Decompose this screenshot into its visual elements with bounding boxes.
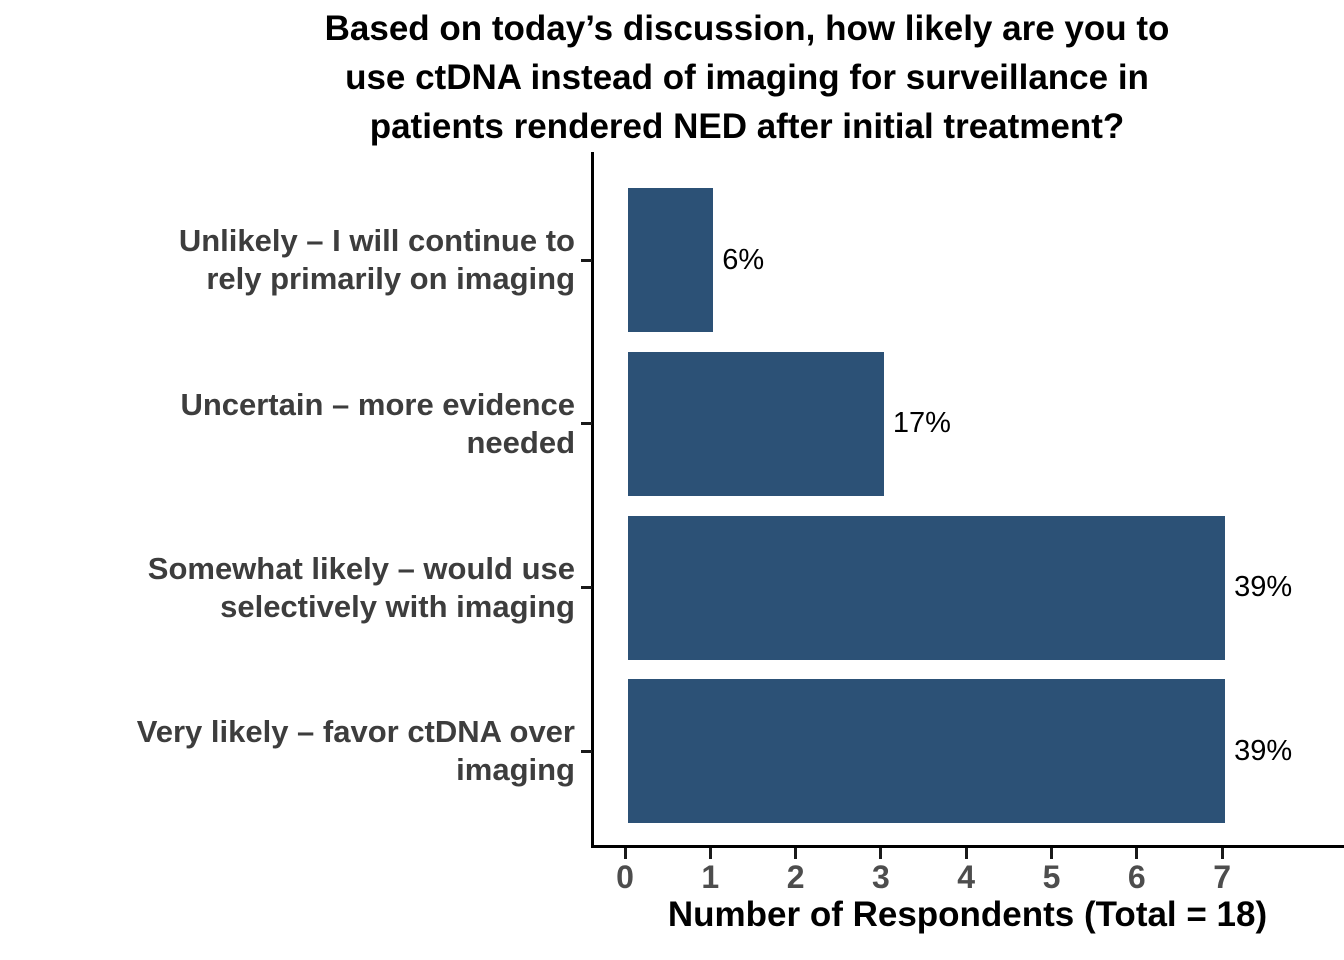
x-tick-label: 1 bbox=[701, 859, 720, 895]
x-axis-label: Number of Respondents (Total = 18) bbox=[667, 895, 1268, 934]
x-axis-tick bbox=[623, 848, 627, 859]
category-label-line: Somewhat likely – would use bbox=[147, 550, 575, 586]
category-label-line: imaging bbox=[456, 752, 575, 788]
x-tick-label: 0 bbox=[616, 859, 634, 895]
x-axis-tick bbox=[794, 848, 798, 859]
bar-somewhat-likely bbox=[628, 515, 1226, 660]
category-label-line: Unlikely – I will continue to bbox=[178, 223, 575, 258]
x-tick-label: 2 bbox=[786, 859, 805, 895]
category-label-line: rely primarily on imaging bbox=[206, 261, 575, 296]
x-axis-tick bbox=[708, 848, 712, 859]
chart-title-line: patients rendered NED after initial trea… bbox=[369, 107, 1125, 146]
bar-value-label: 39% bbox=[1234, 734, 1293, 767]
x-axis-tick bbox=[964, 848, 968, 859]
x-tick-label: 6 bbox=[1127, 859, 1146, 895]
x-tick-label: 4 bbox=[957, 859, 976, 895]
y-axis-tick bbox=[581, 749, 592, 753]
category-label-line: needed bbox=[466, 424, 575, 460]
bar-value-label: 6% bbox=[722, 243, 765, 276]
bar-unlikely bbox=[628, 188, 714, 332]
x-axis-tick bbox=[1135, 848, 1139, 859]
category-label-unlikely: Unlikely – I will continue to rely prima… bbox=[15, 222, 575, 298]
y-axis-tick bbox=[581, 422, 592, 426]
y-axis-tick bbox=[581, 258, 592, 262]
category-label-line: Very likely – favor ctDNA over bbox=[136, 714, 575, 750]
bar-uncertain bbox=[628, 351, 884, 496]
x-tick-label: 3 bbox=[871, 859, 890, 895]
category-label-line: Uncertain – more evidence bbox=[180, 386, 575, 422]
category-label-very-likely: Very likely – favor ctDNA over imaging bbox=[15, 713, 575, 789]
category-label-line: selectively with imaging bbox=[220, 588, 575, 624]
x-axis-tick bbox=[1220, 848, 1224, 859]
y-axis-tick bbox=[581, 586, 592, 590]
bar-value-label: 39% bbox=[1234, 571, 1293, 604]
x-tick-label: 5 bbox=[1042, 859, 1061, 895]
chart-title-line: Based on today’s discussion, how likely … bbox=[324, 9, 1170, 48]
chart-title: Based on today’s discussion, how likely … bbox=[150, 4, 1344, 151]
category-label-uncertain: Uncertain – more evidence needed bbox=[15, 386, 575, 462]
plot-panel: 6% 17% 39% 39% bbox=[591, 152, 1344, 848]
category-label-somewhat-likely: Somewhat likely – would use selectively … bbox=[15, 550, 575, 626]
bar-value-label: 17% bbox=[892, 407, 951, 440]
bar-very-likely bbox=[628, 679, 1226, 824]
x-axis-tick bbox=[1050, 848, 1053, 859]
x-axis-tick bbox=[879, 848, 883, 859]
x-tick-label: 7 bbox=[1213, 859, 1231, 895]
chart-title-line: use ctDNA instead of imaging for surveil… bbox=[345, 58, 1149, 97]
